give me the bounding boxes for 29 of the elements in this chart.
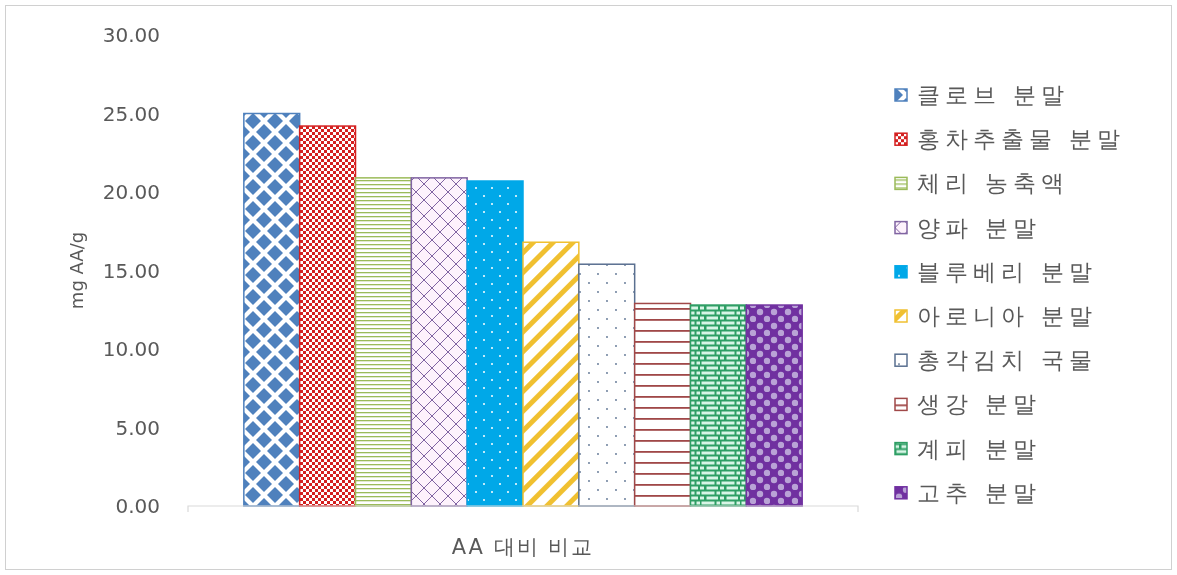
y-tick-label: 25.00: [102, 101, 160, 126]
bar: [689, 304, 748, 507]
bar: [466, 180, 524, 507]
legend-label: 홍차추출물 분말: [917, 126, 1126, 153]
legend-label: 총각김치 국물: [917, 347, 1098, 374]
legend-label: 클로브 분말: [917, 82, 1070, 108]
y-axis-title: mg AA/g: [65, 231, 87, 310]
bar: [633, 302, 692, 507]
legend-label: 생강 분말: [917, 391, 1042, 418]
bar: [298, 125, 357, 507]
x-axis-title: AA 대비 비교: [451, 535, 595, 559]
legend-label: 고추 분말: [917, 479, 1042, 506]
legend-label: 체리 농축액: [917, 170, 1070, 197]
legend-label: 계피 분말: [917, 435, 1042, 462]
legend-label: 블루베리 분말: [917, 258, 1098, 285]
y-tick-label: 15.00: [102, 258, 160, 283]
bar: [410, 177, 468, 507]
bar: [354, 177, 413, 507]
y-tick-label: 10.00: [102, 337, 160, 361]
legend-label: 아로니아 분말: [917, 303, 1098, 329]
bar: [243, 112, 301, 507]
legend-label: 양파 분말: [917, 214, 1042, 241]
bar: [745, 304, 803, 507]
bar: [578, 263, 636, 507]
y-tick-label: 30.00: [102, 23, 160, 47]
bar: [522, 241, 580, 507]
y-tick-label: 20.00: [102, 180, 160, 204]
y-tick-label: 0.00: [115, 494, 160, 518]
y-tick-label: 5.00: [115, 415, 160, 440]
